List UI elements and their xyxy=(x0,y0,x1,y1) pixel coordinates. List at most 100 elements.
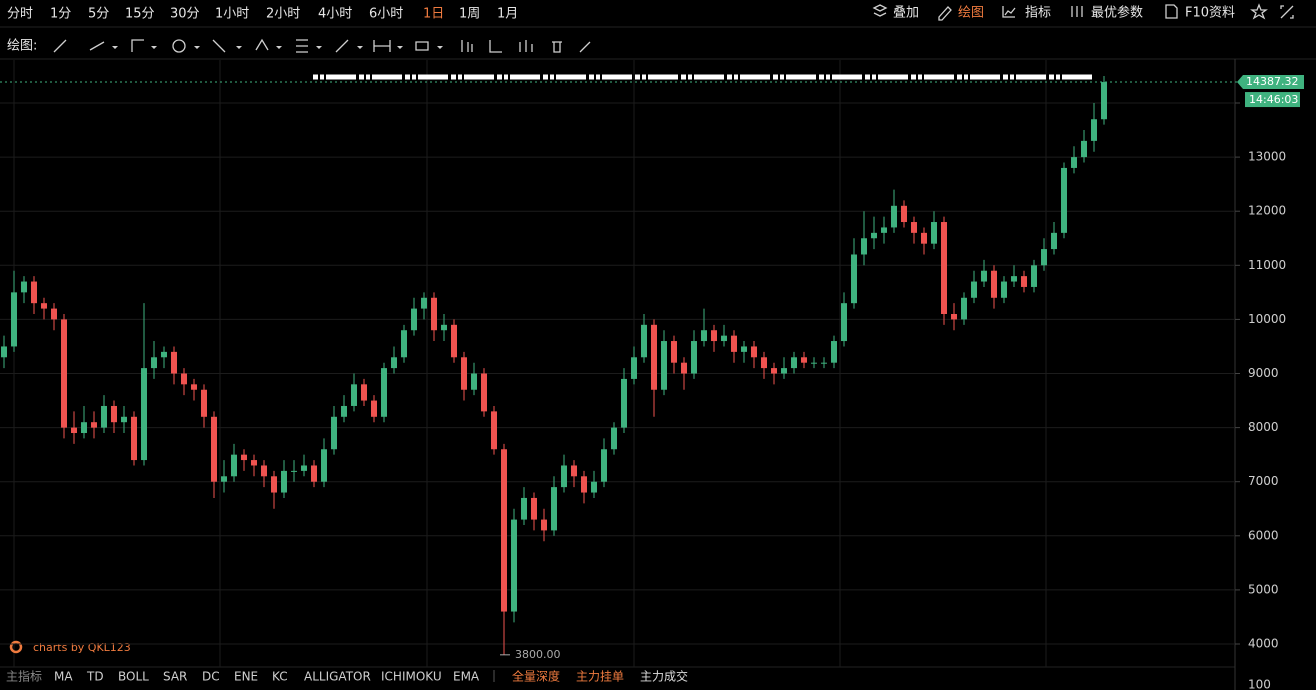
candle-body xyxy=(551,487,557,531)
candle-body xyxy=(11,292,17,347)
candle-body xyxy=(791,357,797,369)
vertical-grid xyxy=(13,60,1047,667)
period-button[interactable]: 6小时 xyxy=(369,7,403,22)
candle-body xyxy=(581,476,587,493)
period-button[interactable]: 分时 xyxy=(7,7,33,22)
indicator-button[interactable]: BOLL xyxy=(118,670,149,684)
candle-body xyxy=(621,378,627,428)
candle-body xyxy=(181,373,187,385)
candle-body xyxy=(271,476,277,493)
period-button[interactable]: 30分 xyxy=(170,7,200,22)
candle-body xyxy=(41,303,47,309)
indicator-button[interactable]: DC xyxy=(202,670,220,684)
y-tick-label: 4000 xyxy=(1248,637,1279,651)
y-tick-label: 9000 xyxy=(1248,366,1279,380)
candle-body xyxy=(241,454,247,461)
period-button[interactable]: 1月 xyxy=(497,7,518,22)
candle-body xyxy=(441,324,447,331)
candle-body xyxy=(51,308,57,320)
indicator-button[interactable]: TD xyxy=(86,670,104,684)
candle-body xyxy=(1011,276,1017,282)
candle-body xyxy=(911,222,917,233)
candle-body xyxy=(781,368,787,374)
candle-body xyxy=(341,405,347,417)
candle-body xyxy=(641,324,647,358)
candle-body xyxy=(971,281,977,298)
candle-body xyxy=(711,330,717,342)
y-tick-label: 5000 xyxy=(1248,582,1279,596)
candle-body xyxy=(731,335,737,352)
candle-body xyxy=(351,384,357,406)
depth-button[interactable]: 主力成交 xyxy=(640,669,688,684)
indicator-button[interactable]: ICHIMOKU xyxy=(381,670,442,684)
candle-body xyxy=(611,427,617,450)
candle-body xyxy=(361,384,367,401)
drawing-toolbar-icons[interactable] xyxy=(53,38,591,53)
candle-body xyxy=(391,357,397,369)
candle-body xyxy=(901,205,907,223)
candle-body xyxy=(741,346,747,352)
candle-body xyxy=(1081,140,1087,158)
indicator-button[interactable]: 主指标 xyxy=(6,669,42,684)
candle-body xyxy=(1031,265,1037,287)
candle-body xyxy=(561,465,567,488)
tool-button[interactable]: 叠加 xyxy=(893,6,919,21)
indicator-button[interactable]: ALLIGATOR xyxy=(304,670,371,684)
period-button[interactable]: 2小时 xyxy=(266,7,300,22)
candle-body xyxy=(161,351,167,358)
candle-body xyxy=(851,254,857,304)
candle-body xyxy=(541,519,547,531)
depth-button[interactable]: 全量深度 xyxy=(512,669,560,684)
candle-body xyxy=(1071,157,1077,168)
tool-button[interactable]: F10资料 xyxy=(1185,6,1235,21)
indicator-button[interactable]: ENE xyxy=(234,670,258,684)
last-time-label: 14:46:03 xyxy=(1249,93,1298,106)
candle-body xyxy=(291,470,297,472)
depth-button[interactable]: 主力挂单 xyxy=(576,670,624,684)
candle-body xyxy=(931,222,937,244)
candle-body xyxy=(811,362,817,364)
period-button[interactable]: 1小时 xyxy=(215,7,249,22)
candle-body xyxy=(1021,276,1027,287)
tool-button[interactable]: 绘图 xyxy=(958,6,984,21)
candle-body xyxy=(101,405,107,428)
candle-body xyxy=(571,465,577,477)
candle-body xyxy=(701,330,707,342)
candle-body xyxy=(381,368,387,417)
candle-body xyxy=(671,341,677,363)
candle-body xyxy=(921,232,927,244)
candle-body xyxy=(461,357,467,390)
last-price-label: 14387.32 xyxy=(1246,75,1299,88)
period-button[interactable]: 1周 xyxy=(459,7,480,22)
indicator-button[interactable]: KC xyxy=(272,670,288,684)
candle-body xyxy=(691,341,697,374)
indicator-button[interactable]: SAR xyxy=(163,670,187,684)
tool-button[interactable]: 最优参数 xyxy=(1091,5,1143,21)
tool-button[interactable]: 指标 xyxy=(1025,6,1051,21)
indicator-button[interactable]: EMA xyxy=(453,670,480,684)
candle-body xyxy=(951,313,957,320)
candle-body xyxy=(821,362,827,364)
y-tick-label: 6000 xyxy=(1248,528,1279,542)
candle-body xyxy=(411,308,417,331)
period-button[interactable]: 1分 xyxy=(50,7,71,22)
candle-body xyxy=(531,497,537,520)
y-tick-label: 8000 xyxy=(1248,420,1279,434)
period-button[interactable]: 4小时 xyxy=(318,7,352,22)
y-tick-label: 7000 xyxy=(1248,474,1279,488)
period-button[interactable]: 5分 xyxy=(88,7,109,22)
period-button[interactable]: 15分 xyxy=(125,7,155,22)
indicator-button[interactable]: MA xyxy=(54,670,73,684)
candle-body xyxy=(1101,82,1107,120)
candle-body xyxy=(1,346,7,358)
period-button[interactable]: 1日 xyxy=(423,7,444,22)
time-tag xyxy=(1245,92,1300,108)
candle-body xyxy=(21,281,27,293)
candle-body xyxy=(771,368,777,374)
y-tick-label: 10000 xyxy=(1248,312,1286,326)
candle-body xyxy=(761,357,767,369)
lower-pane-tick-label: 100 xyxy=(1248,678,1271,690)
candle-body xyxy=(841,303,847,342)
top-right-icons[interactable] xyxy=(872,3,1294,21)
